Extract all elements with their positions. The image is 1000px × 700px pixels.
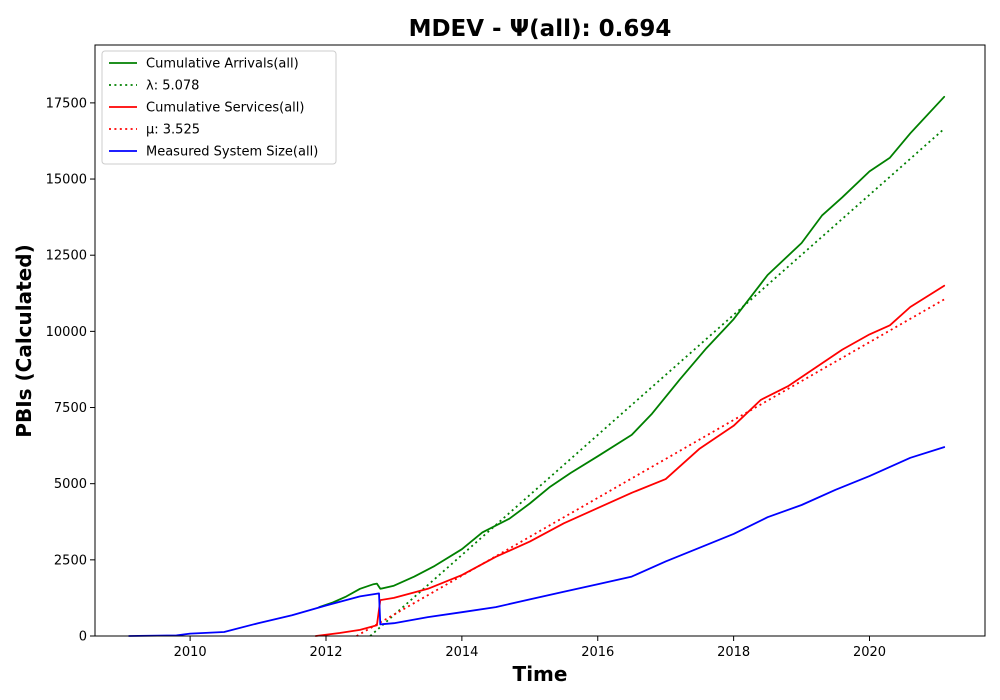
x-tick-label: 2016 (581, 645, 614, 660)
series-line-4 (128, 446, 946, 637)
y-tick-label: 17500 (46, 96, 87, 111)
x-tick-label: 2014 (445, 645, 478, 660)
y-tick-label: 12500 (46, 249, 87, 264)
y-tick-label: 15000 (46, 173, 87, 188)
y-tick-label: 5000 (54, 477, 87, 492)
series-line-1 (369, 128, 945, 637)
legend-label-4: Measured System Size(all) (146, 145, 318, 160)
chart-title: MDEV - Ψ(all): 0.694 (409, 16, 672, 42)
y-tick-label: 2500 (54, 553, 87, 568)
y-axis-ticks: 0 2500 5000 7500 10000 12500 15000 17500 (46, 96, 95, 645)
legend-label-2: Cumulative Services(all) (146, 101, 304, 116)
x-axis-label: Time (513, 662, 568, 686)
y-tick-label: 10000 (46, 325, 87, 340)
legend-label-3: μ: 3.525 (146, 123, 200, 138)
y-axis-label: PBIs (Calculated) (12, 244, 36, 437)
x-tick-label: 2018 (717, 645, 750, 660)
x-axis-ticks: 2010 2012 2014 2016 2018 2020 (174, 636, 886, 660)
x-tick-label: 2020 (853, 645, 886, 660)
x-tick-label: 2012 (309, 645, 342, 660)
legend: Cumulative Arrivals(all) λ: 5.078 Cumulati… (101, 50, 337, 165)
x-tick-label: 2010 (174, 645, 207, 660)
legend-label-1: λ: 5.078 (146, 79, 199, 94)
series-line-0 (318, 95, 946, 608)
plot-frame (94, 44, 986, 637)
legend-label-0: Cumulative Arrivals(all) (146, 57, 299, 72)
y-tick-label: 0 (79, 630, 87, 645)
plot-area (128, 95, 946, 637)
legend-box (101, 50, 337, 165)
y-tick-label: 7500 (54, 401, 87, 416)
